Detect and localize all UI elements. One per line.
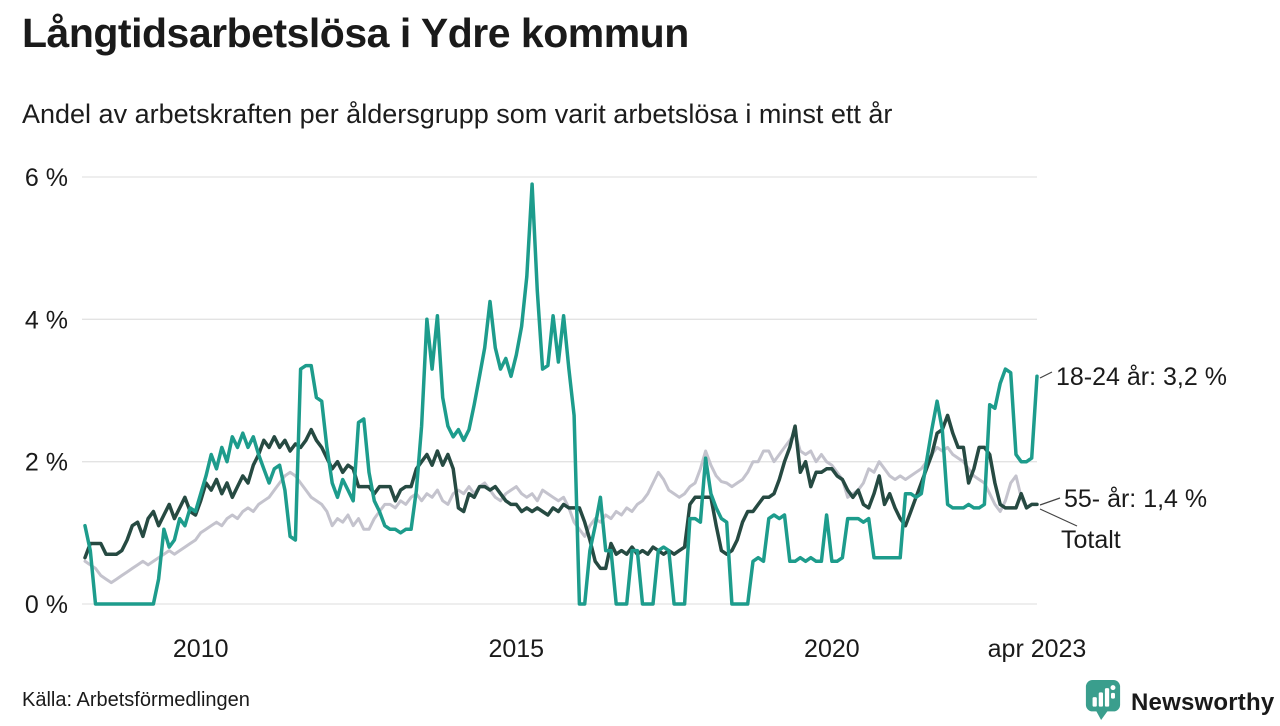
- logo-wordmark: Newsworthy: [1131, 688, 1275, 716]
- series-line-18-24-r: [83, 182, 1039, 606]
- page-title: Långtidsarbetslösa i Ydre kommun: [22, 10, 689, 56]
- series-lines: [83, 182, 1039, 606]
- y-tick-label: 2 %: [25, 449, 68, 477]
- bar-chart-pin-icon: [1084, 679, 1122, 726]
- end-label-55: 55- år: 1,4 %: [1064, 485, 1208, 513]
- y-tick-label: 4 %: [25, 306, 68, 334]
- x-tick-label: apr 2023: [988, 635, 1087, 663]
- end-label-totalt: Totalt: [1061, 526, 1121, 554]
- series-line-totalt: [83, 431, 1039, 585]
- newsworthy-logo[interactable]: Newsworthy: [1084, 679, 1274, 726]
- connector-totalt: [1039, 508, 1078, 527]
- series-line-55-r: [83, 413, 1039, 571]
- end-label-18-24: 18-24 år: 3,2 %: [1056, 363, 1227, 391]
- y-axis-labels: 0 % 2 % 4 % 6 %: [25, 164, 68, 619]
- source-note: Källa: Arbetsförmedlingen: [22, 689, 250, 711]
- y-tick-label: 6 %: [25, 164, 68, 192]
- x-tick-label: 2020: [804, 635, 860, 663]
- x-tick-label: 2010: [173, 635, 229, 663]
- connector-18-24: [1039, 371, 1053, 379]
- x-tick-label: 2015: [488, 635, 544, 663]
- connector-55: [1039, 497, 1061, 506]
- x-axis-labels: 2010 2015 2020 apr 2023: [173, 635, 1086, 663]
- y-tick-label: 0 %: [25, 591, 68, 619]
- gridlines: [82, 176, 1037, 605]
- annotation-connectors: [1039, 371, 1078, 527]
- page-subtitle: Andel av arbetskraften per åldersgrupp s…: [22, 99, 893, 129]
